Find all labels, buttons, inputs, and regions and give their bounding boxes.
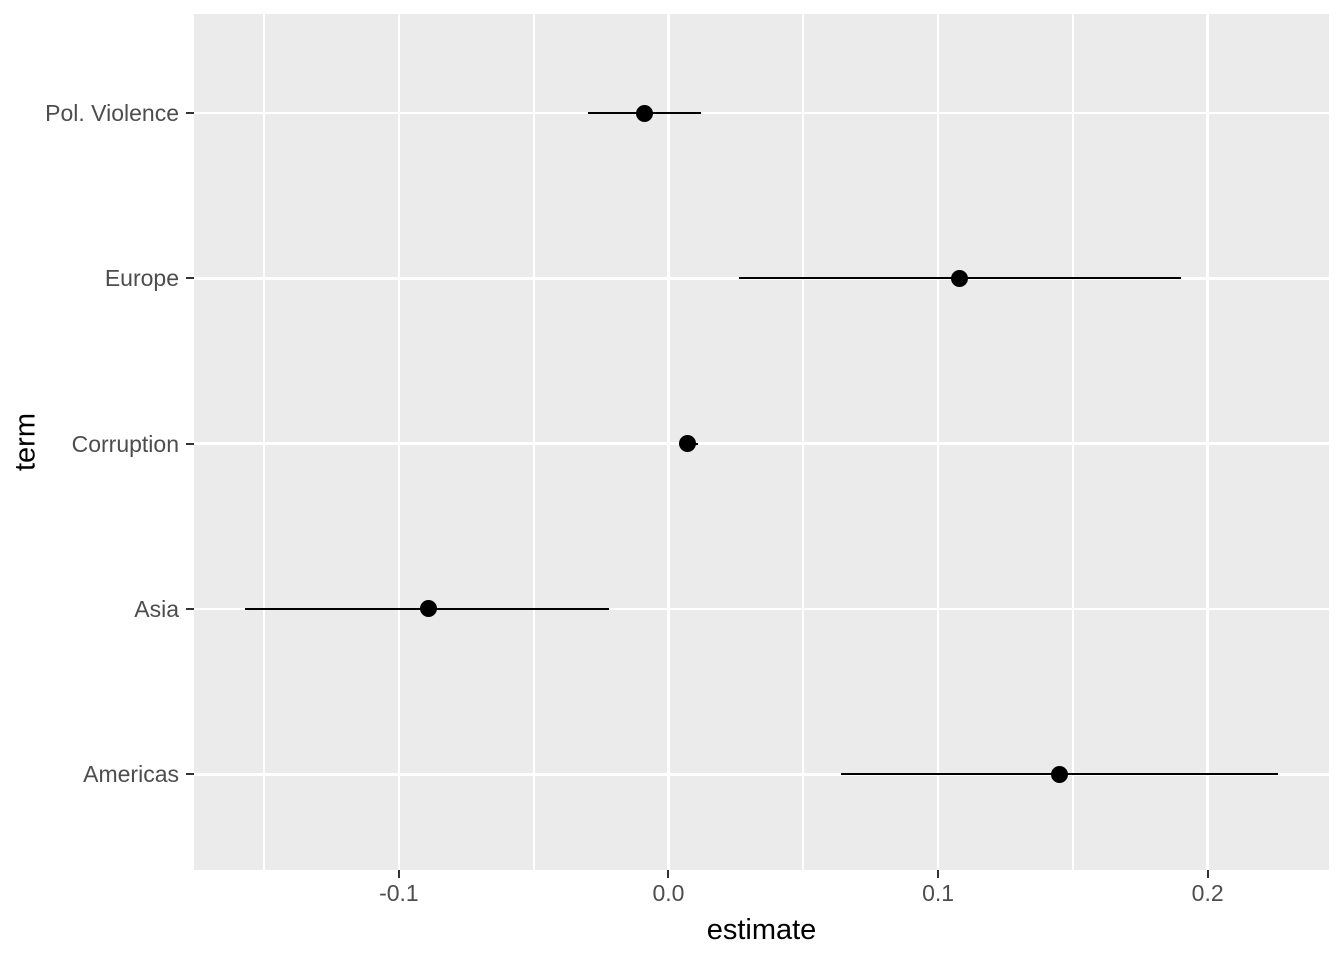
point-americas	[1050, 765, 1068, 783]
x-tick-mark-0.1	[937, 870, 940, 878]
gridline-v-major-0.1	[936, 14, 940, 870]
y-tick-mark-europe	[186, 277, 194, 280]
y-axis-title: term	[9, 413, 42, 471]
point-corruption	[678, 435, 696, 453]
y-tick-mark-asia	[186, 607, 194, 610]
x-tick-label-0: 0.0	[652, 880, 685, 906]
x-tick-mark-0.2	[1206, 870, 1209, 878]
gridline-v-major-0	[667, 14, 670, 870]
point-europe	[951, 269, 969, 287]
y-tick-label-asia: Asia	[134, 595, 179, 622]
gridline-v-minor-0.05	[802, 14, 805, 870]
y-tick-label-pol-violence: Pol. Violence	[45, 100, 179, 126]
gridline-v-major--0.1	[397, 14, 401, 870]
y-tick-label-europe: Europe	[104, 265, 179, 292]
point-asia	[420, 600, 438, 618]
x-tick-label-0.2: 0.2	[1191, 880, 1224, 906]
point-pol-violence	[635, 104, 653, 122]
x-tick-mark--0.1	[397, 870, 400, 878]
gridline-h-pol-violence	[194, 111, 1329, 115]
y-tick-label-corruption: Corruption	[71, 430, 179, 457]
x-tick-label--0.1: -0.1	[379, 880, 419, 906]
gridline-h-americas	[194, 773, 1329, 776]
gridline-v-minor--0.15	[263, 14, 265, 870]
gridline-h-corruption	[194, 442, 1329, 445]
gridline-v-minor-0.15	[1072, 14, 1074, 870]
gridline-h-asia	[194, 607, 1329, 611]
x-tick-label-0.1: 0.1	[922, 880, 955, 906]
y-tick-mark-corruption	[186, 442, 194, 445]
y-tick-mark-pol-violence	[186, 112, 194, 114]
x-tick-mark-0	[667, 870, 670, 878]
x-axis-title: estimate	[706, 914, 817, 946]
plot-panel	[194, 14, 1329, 870]
y-tick-mark-americas	[186, 773, 194, 776]
y-tick-label-americas: Americas	[83, 761, 179, 788]
gridline-v-minor--0.05	[532, 14, 535, 870]
gridline-v-major-0.2	[1206, 14, 1209, 870]
